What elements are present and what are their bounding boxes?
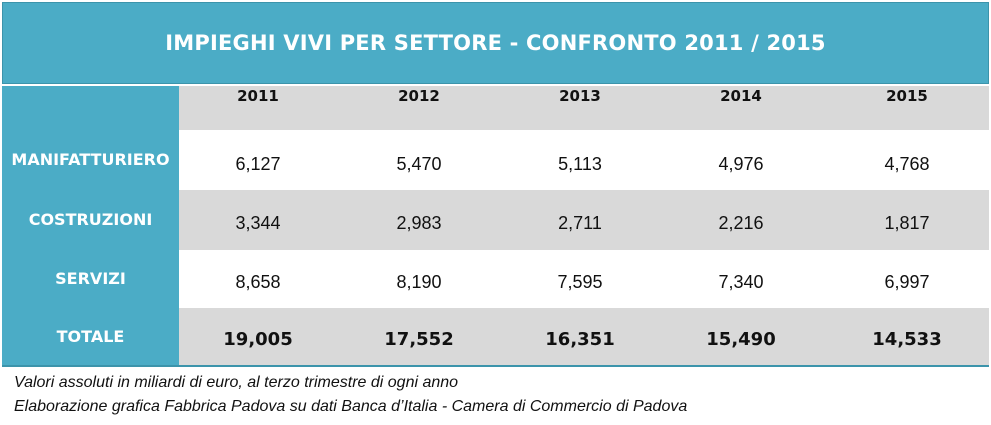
column-header-2013: 2013 [559,87,601,105]
table-header-row [179,86,989,130]
table-cell-total: 19,005 [223,329,293,350]
table-cell: 6,127 [235,154,281,174]
table-cell: 6,997 [884,272,930,292]
table-cell: 8,190 [396,272,442,292]
table-cell: 5,113 [558,154,602,174]
table-row [179,250,989,308]
table-cell: 7,595 [557,272,603,292]
footnote-source: Elaborazione grafica Fabbrica Padova su … [14,398,688,415]
row-label-column [2,86,179,365]
row-label-servizi: SERVIZI [55,269,126,288]
table-cell: 8,658 [235,272,281,292]
table-cell: 2,711 [558,213,602,233]
table-cell: 4,768 [884,154,930,174]
column-header-2012: 2012 [398,87,440,105]
table-cell: 4,976 [718,154,764,174]
table-cell: 7,340 [718,272,764,292]
table-row-total [179,308,989,365]
table-cell: 1,817 [884,213,930,233]
table-cell-total: 16,351 [545,329,615,350]
footnote-units: Valori assoluti in miliardi di euro, al … [14,374,459,391]
table-cell: 5,470 [396,154,442,174]
row-label-manifatturiero: MANIFATTURIERO [11,150,170,169]
column-header-2014: 2014 [720,87,762,105]
divider [2,365,989,367]
table-cell: 2,983 [396,213,442,233]
table-cell-total: 15,490 [706,329,776,350]
table-cell: 2,216 [718,213,764,233]
table-row [179,130,989,190]
table-row [179,190,989,250]
row-label-costruzioni: COSTRUZIONI [28,210,153,229]
divider [2,84,989,86]
table-cell-total: 14,533 [872,329,942,350]
column-header-2015: 2015 [886,87,928,105]
column-header-2011: 2011 [237,87,279,105]
page-title: IMPIEGHI VIVI PER SETTORE - CONFRONTO 20… [2,2,989,84]
table-cell: 3,344 [235,213,281,233]
table-cell-total: 17,552 [384,329,454,350]
row-label-totale: TOTALE [56,327,125,346]
